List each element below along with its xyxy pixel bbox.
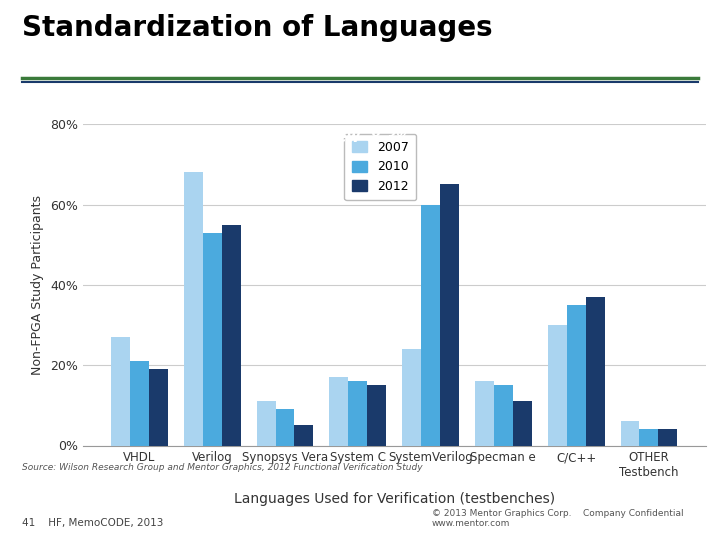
Bar <box>367 385 386 446</box>
Text: Standardization of Languages: Standardization of Languages <box>22 14 492 42</box>
Bar <box>513 401 532 445</box>
Bar <box>184 172 203 446</box>
Bar <box>567 305 585 446</box>
Bar <box>548 325 567 446</box>
Text: 41    HF, MemoCODE, 2013: 41 HF, MemoCODE, 2013 <box>22 518 163 528</box>
Bar <box>621 421 639 445</box>
Text: © 2013 Mentor Graphics Corp.    Company Confidential
www.mentor.com: © 2013 Mentor Graphics Corp. Company Con… <box>432 509 683 528</box>
Bar <box>494 385 513 446</box>
Bar <box>639 429 658 445</box>
Bar <box>475 381 494 445</box>
Text: SystemVerilog  grew  8.3%  between  2010  and  2012: SystemVerilog grew 8.3% between 2010 and… <box>190 130 634 145</box>
Bar <box>149 369 168 445</box>
Text: Source: Wilson Research Group and Mentor Graphics, 2012 Functional Verification : Source: Wilson Research Group and Mentor… <box>22 463 422 472</box>
Bar <box>421 205 440 446</box>
Bar <box>658 429 678 445</box>
Bar <box>256 401 276 445</box>
Bar <box>111 337 130 445</box>
Bar <box>402 349 421 446</box>
Y-axis label: Non-FPGA Study Participants: Non-FPGA Study Participants <box>32 195 45 375</box>
Bar <box>330 377 348 446</box>
Bar <box>222 225 240 446</box>
Text: Languages Used for Verification (testbenches): Languages Used for Verification (testben… <box>233 492 555 507</box>
Bar <box>294 426 313 446</box>
Bar <box>203 233 222 446</box>
Bar <box>130 361 149 446</box>
Bar <box>276 409 294 445</box>
Bar <box>440 185 459 445</box>
Bar <box>585 297 605 445</box>
Legend: 2007, 2010, 2012: 2007, 2010, 2012 <box>344 134 416 200</box>
Bar <box>348 381 367 445</box>
